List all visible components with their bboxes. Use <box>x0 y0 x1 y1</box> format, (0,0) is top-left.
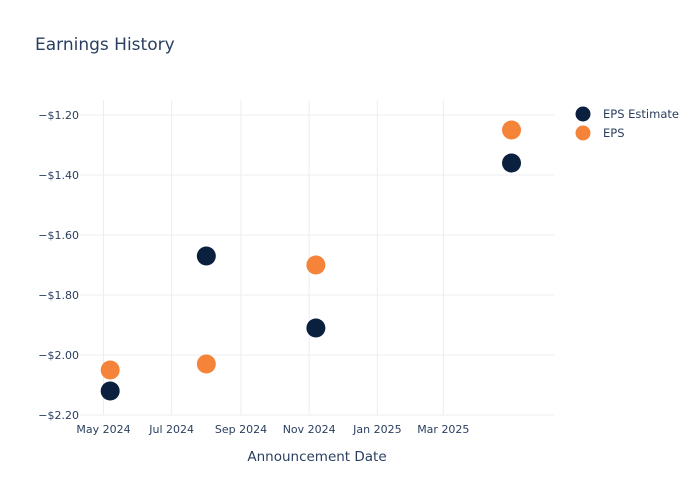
series-eps-estimate <box>100 153 522 401</box>
legend-marker-0 <box>575 106 591 122</box>
data-point-1-1 <box>196 354 216 374</box>
y-tick-label-1: −$1.40 <box>38 169 79 182</box>
y-tick-label-4: −$2.00 <box>38 349 79 362</box>
legend-marker-1 <box>575 125 591 141</box>
data-points <box>100 120 522 401</box>
y-axis-tick-labels: −$1.20 −$1.40 −$1.60 −$1.80 −$2.00 −$2.20 <box>38 109 79 422</box>
x-tick-label-5: Mar 2025 <box>417 423 469 436</box>
x-gridlines <box>102 100 444 415</box>
y-gridlines <box>80 114 554 416</box>
y-tick-label-0: −$1.20 <box>38 109 79 122</box>
y-tick-label-2: −$1.60 <box>38 229 79 242</box>
x-axis-tick-labels: May 2024 Jul 2024 Sep 2024 Nov 2024 Jan 2025… <box>76 423 469 436</box>
x-tick-label-0: May 2024 <box>76 423 130 436</box>
x-axis-title: Announcement Date <box>247 449 386 465</box>
chart-title: Earnings History <box>35 35 175 55</box>
data-point-1-3 <box>502 120 522 140</box>
legend-label-1: EPS <box>603 126 625 140</box>
x-tick-label-1: Jul 2024 <box>148 423 194 436</box>
legend-label-0: EPS Estimate <box>603 107 679 121</box>
y-tick-label-5: −$2.20 <box>38 409 79 422</box>
x-tick-label-3: Nov 2024 <box>283 423 336 436</box>
x-tick-label-2: Sep 2024 <box>215 423 267 436</box>
data-point-1-2 <box>306 255 326 275</box>
data-point-1-0 <box>100 360 120 380</box>
data-point-0-3 <box>502 153 522 173</box>
data-point-0-1 <box>196 246 216 266</box>
data-point-0-0 <box>100 381 120 401</box>
legend: EPS Estimate EPS <box>575 106 679 141</box>
x-tick-label-4: Jan 2025 <box>352 423 401 436</box>
y-tick-label-3: −$1.80 <box>38 289 79 302</box>
data-point-0-2 <box>306 318 326 338</box>
series-eps <box>100 120 522 380</box>
